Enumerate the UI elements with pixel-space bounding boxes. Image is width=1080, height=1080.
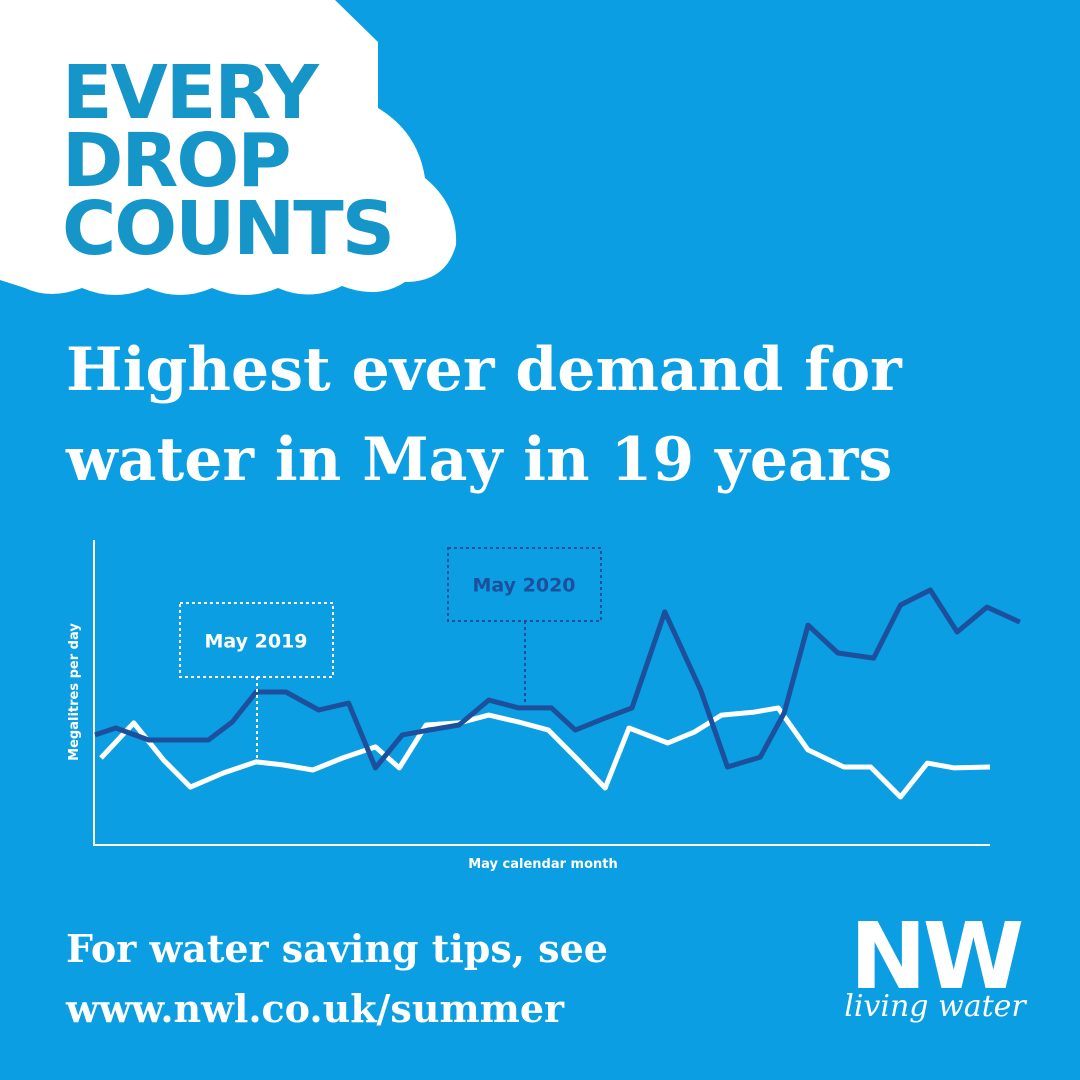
badge-line: COUNTS xyxy=(62,186,393,272)
footer-text: For water saving tips, see xyxy=(66,926,608,971)
callout-box xyxy=(179,602,334,678)
series-line xyxy=(94,587,1021,771)
badge-cloud xyxy=(0,0,457,295)
y-axis-label: Megalitres per day xyxy=(67,623,82,761)
callout-box xyxy=(447,547,602,622)
badge-line: DROP xyxy=(62,118,290,204)
callout-label: May 2019 xyxy=(204,631,307,653)
callout-label: May 2020 xyxy=(472,575,575,597)
footer-link: www.nwl.co.uk/summer xyxy=(65,986,565,1031)
logo-tagline: living water xyxy=(844,989,1027,1024)
logo: NW xyxy=(850,903,1022,1010)
headline: water in May in 19 years xyxy=(65,425,892,495)
headline: Highest ever demand for xyxy=(66,335,903,405)
x-axis-label: May calendar month xyxy=(468,857,618,872)
badge-line: EVERY xyxy=(62,50,320,136)
